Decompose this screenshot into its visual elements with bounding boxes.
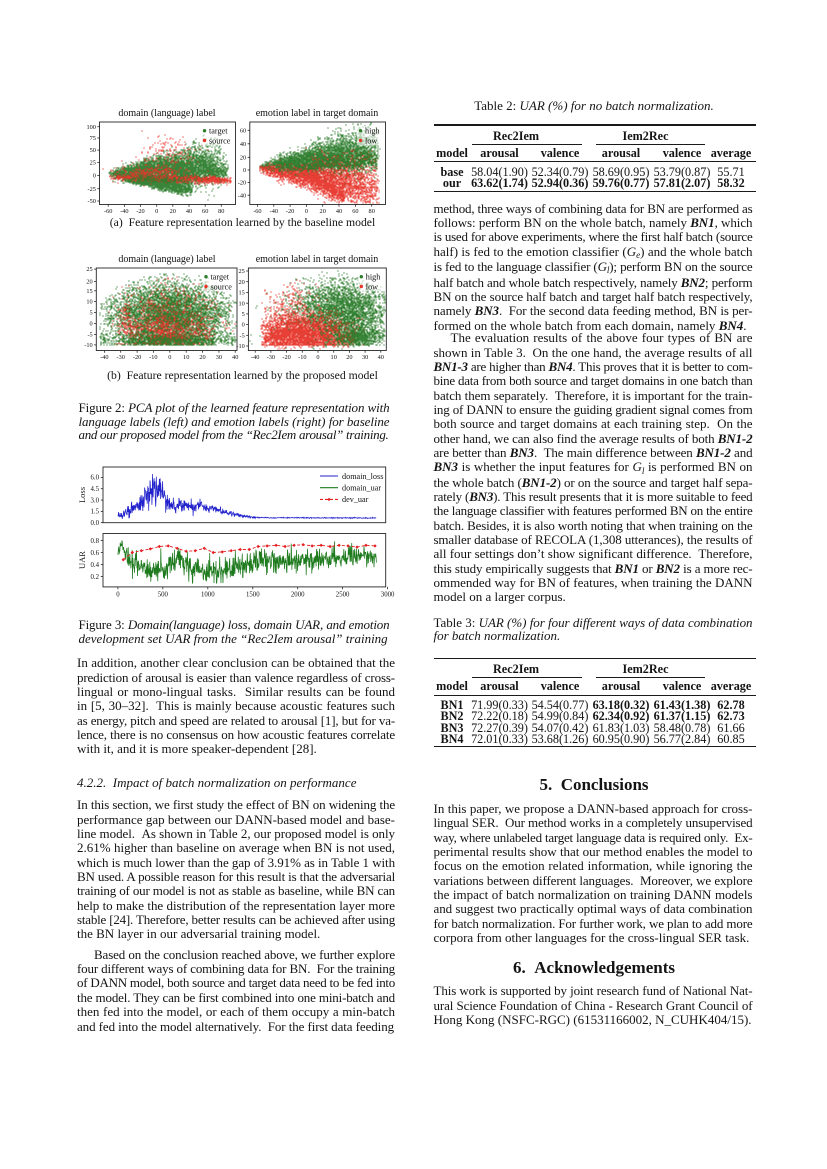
- svg-text:20: 20: [346, 354, 352, 361]
- svg-text:20: 20: [199, 354, 205, 361]
- svg-text:1000: 1000: [201, 592, 215, 599]
- svg-text:5: 5: [90, 310, 93, 317]
- svg-text:Loss: Loss: [77, 487, 87, 503]
- svg-text:20: 20: [86, 279, 92, 286]
- svg-text:dev_uar: dev_uar: [342, 495, 369, 504]
- svg-text:0.2: 0.2: [91, 574, 100, 581]
- svg-text:40: 40: [232, 354, 238, 361]
- svg-text:source: source: [211, 282, 233, 291]
- svg-text:40: 40: [240, 141, 246, 148]
- svg-text:-20: -20: [133, 354, 141, 361]
- svg-text:-40: -40: [251, 354, 259, 361]
- svg-text:20: 20: [320, 208, 326, 215]
- svg-text:40: 40: [336, 208, 342, 215]
- svg-text:1500: 1500: [246, 592, 260, 599]
- svg-text:0.4: 0.4: [91, 562, 100, 569]
- svg-text:high: high: [365, 127, 380, 136]
- svg-text:40: 40: [186, 208, 192, 215]
- svg-text:25: 25: [90, 160, 96, 167]
- svg-text:3.0: 3.0: [91, 497, 100, 504]
- svg-text:30: 30: [216, 354, 222, 361]
- svg-text:-40: -40: [120, 208, 128, 215]
- svg-text:-5: -5: [240, 332, 245, 339]
- svg-text:low: low: [366, 282, 378, 291]
- svg-text:domain (language) label: domain (language) label: [118, 108, 215, 119]
- svg-text:0: 0: [155, 208, 158, 215]
- svg-text:-10: -10: [149, 354, 157, 361]
- svg-text:10: 10: [331, 354, 337, 361]
- svg-text:40: 40: [378, 354, 384, 361]
- svg-text:emotion label in target domain: emotion label in target domain: [256, 254, 379, 265]
- svg-text:-10: -10: [84, 342, 92, 349]
- svg-text:25: 25: [86, 266, 92, 273]
- svg-text:-30: -30: [267, 354, 275, 361]
- svg-text:3000: 3000: [381, 592, 395, 599]
- svg-text:-40: -40: [270, 208, 278, 215]
- svg-text:-40: -40: [100, 354, 108, 361]
- svg-text:-50: -50: [87, 198, 95, 205]
- svg-text:30: 30: [362, 354, 368, 361]
- svg-text:10: 10: [86, 299, 92, 306]
- svg-text:1.5: 1.5: [91, 509, 100, 516]
- svg-text:80: 80: [369, 208, 375, 215]
- svg-text:-20: -20: [136, 208, 144, 215]
- svg-text:0: 0: [93, 173, 96, 180]
- svg-text:-20: -20: [238, 180, 246, 187]
- svg-text:0: 0: [316, 354, 319, 361]
- svg-text:60: 60: [352, 208, 358, 215]
- svg-text:0: 0: [90, 321, 93, 328]
- svg-text:emotion label in target domain: emotion label in target domain: [256, 108, 379, 119]
- svg-text:25: 25: [239, 268, 245, 275]
- svg-text:10: 10: [183, 354, 189, 361]
- svg-text:0: 0: [305, 208, 308, 215]
- svg-text:UAR: UAR: [77, 551, 87, 569]
- svg-text:-30: -30: [116, 354, 124, 361]
- svg-text:0.0: 0.0: [91, 520, 100, 527]
- svg-text:5: 5: [242, 311, 245, 318]
- svg-text:100: 100: [86, 124, 95, 131]
- svg-text:0: 0: [242, 322, 245, 329]
- svg-text:20: 20: [240, 154, 246, 161]
- svg-text:domain_uar: domain_uar: [342, 484, 381, 493]
- svg-text:6.0: 6.0: [91, 475, 100, 482]
- svg-text:high: high: [366, 273, 381, 282]
- svg-text:2500: 2500: [336, 592, 350, 599]
- svg-text:80: 80: [218, 208, 224, 215]
- svg-text:source: source: [209, 136, 231, 145]
- svg-text:20: 20: [239, 279, 245, 286]
- svg-text:4.5: 4.5: [91, 486, 100, 493]
- svg-text:2000: 2000: [291, 592, 305, 599]
- svg-text:0.6: 0.6: [91, 550, 100, 557]
- svg-text:0: 0: [168, 354, 171, 361]
- svg-text:-10: -10: [298, 354, 306, 361]
- svg-text:60: 60: [202, 208, 208, 215]
- svg-text:500: 500: [158, 592, 169, 599]
- svg-text:-20: -20: [282, 354, 290, 361]
- svg-text:50: 50: [90, 147, 96, 154]
- svg-text:target: target: [209, 127, 228, 136]
- svg-text:-60: -60: [104, 208, 112, 215]
- svg-text:15: 15: [86, 288, 92, 295]
- svg-text:-60: -60: [253, 208, 261, 215]
- svg-text:75: 75: [90, 135, 96, 142]
- svg-text:target: target: [211, 273, 230, 282]
- svg-text:domain_loss: domain_loss: [342, 472, 383, 481]
- svg-text:10: 10: [239, 300, 245, 307]
- svg-text:15: 15: [239, 290, 245, 297]
- svg-text:0: 0: [243, 167, 246, 174]
- svg-text:0.8: 0.8: [91, 538, 100, 545]
- svg-text:low: low: [365, 136, 377, 145]
- svg-text:-40: -40: [238, 192, 246, 199]
- svg-text:-25: -25: [87, 186, 95, 193]
- svg-text:60: 60: [240, 127, 246, 134]
- svg-text:domain (language) label: domain (language) label: [118, 254, 215, 265]
- svg-text:-10: -10: [236, 343, 244, 350]
- svg-text:20: 20: [170, 208, 176, 215]
- svg-text:-5: -5: [87, 332, 92, 339]
- svg-text:-20: -20: [286, 208, 294, 215]
- svg-text:0: 0: [116, 592, 120, 599]
